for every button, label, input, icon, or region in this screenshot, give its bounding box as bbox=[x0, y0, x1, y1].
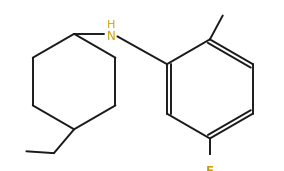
Text: H: H bbox=[106, 20, 115, 30]
Text: F: F bbox=[206, 165, 214, 171]
Text: N: N bbox=[106, 30, 115, 43]
